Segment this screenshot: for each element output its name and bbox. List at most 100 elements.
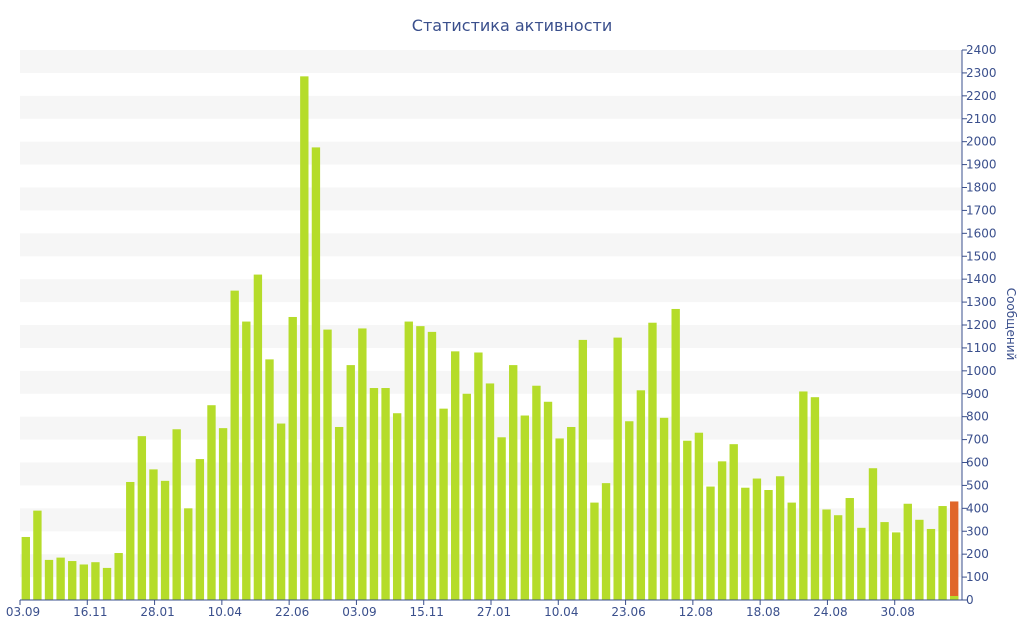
bar[interactable] xyxy=(276,423,286,600)
bar[interactable] xyxy=(868,468,878,600)
bar[interactable] xyxy=(323,329,332,600)
bar[interactable] xyxy=(195,459,205,600)
bar[interactable] xyxy=(485,383,495,600)
bar[interactable] xyxy=(346,365,355,600)
bar[interactable] xyxy=(207,405,216,600)
bar[interactable] xyxy=(694,432,704,600)
x-tick-label: 28.01 xyxy=(140,605,174,619)
bar[interactable] xyxy=(578,339,588,600)
x-axis: 03.09 16.11 28.01 10.04 22.06 03.09 15.11 27.01… xyxy=(6,599,962,619)
bar[interactable] xyxy=(775,476,785,600)
x-tick-label: 30.08 xyxy=(881,605,915,619)
bar[interactable] xyxy=(683,440,692,600)
x-tick-label: 10.04 xyxy=(544,605,578,619)
bar[interactable] xyxy=(288,316,297,600)
x-tick-label: 23.06 xyxy=(611,605,645,619)
bar[interactable] xyxy=(752,478,762,600)
bar[interactable] xyxy=(706,486,715,600)
bar[interactable] xyxy=(613,337,622,600)
bar[interactable] xyxy=(358,328,367,600)
bar[interactable] xyxy=(497,437,506,600)
y-tick-label: 2000 xyxy=(966,135,997,149)
bar[interactable] xyxy=(265,359,274,601)
bar[interactable] xyxy=(79,564,89,600)
bar[interactable] xyxy=(857,527,866,600)
x-tick-label: 03.09 xyxy=(6,605,40,619)
bar[interactable] xyxy=(369,388,379,600)
grid-band xyxy=(20,187,962,211)
bar[interactable] xyxy=(520,415,529,600)
bar[interactable] xyxy=(590,502,599,600)
bar[interactable] xyxy=(230,290,239,601)
bar[interactable] xyxy=(810,397,820,600)
bar[interactable] xyxy=(543,401,553,600)
bar[interactable] xyxy=(160,480,170,600)
grid-band xyxy=(20,141,962,165)
bar[interactable] xyxy=(427,331,437,601)
bar[interactable] xyxy=(567,426,576,600)
y-tick-label: 2300 xyxy=(966,66,997,80)
bar[interactable] xyxy=(218,428,228,601)
bar[interactable] xyxy=(21,536,30,600)
bar[interactable] xyxy=(311,147,321,600)
bar[interactable] xyxy=(833,515,843,600)
bar[interactable] xyxy=(648,322,657,600)
bar[interactable] xyxy=(671,308,680,600)
bar[interactable] xyxy=(717,461,727,600)
bar[interactable] xyxy=(184,508,193,600)
bar[interactable] xyxy=(242,321,251,600)
bar[interactable] xyxy=(903,503,912,600)
bar[interactable] xyxy=(555,438,564,600)
bar[interactable] xyxy=(636,390,646,600)
bar[interactable] xyxy=(253,274,263,600)
bar[interactable] xyxy=(172,429,181,600)
y-tick-label: 1300 xyxy=(966,295,997,309)
bar[interactable] xyxy=(926,528,936,600)
bar[interactable] xyxy=(764,490,773,600)
bar[interactable] xyxy=(880,522,889,600)
bar[interactable] xyxy=(601,483,611,601)
bar[interactable] xyxy=(659,417,669,600)
bar[interactable] xyxy=(625,421,634,600)
y-tick-label: 1200 xyxy=(966,318,997,332)
bar[interactable] xyxy=(416,326,425,600)
bar[interactable] xyxy=(729,444,738,600)
bar[interactable] xyxy=(102,567,112,600)
bar[interactable] xyxy=(451,351,460,600)
x-tick-label: 03.09 xyxy=(342,605,376,619)
bar[interactable] xyxy=(334,426,344,600)
bar[interactable] xyxy=(404,321,413,600)
bar[interactable] xyxy=(845,498,854,600)
bar[interactable] xyxy=(91,562,100,600)
bar-current-base xyxy=(950,596,959,600)
bar[interactable] xyxy=(137,436,147,600)
bar[interactable] xyxy=(33,510,42,601)
bar[interactable] xyxy=(300,76,309,601)
bar[interactable] xyxy=(114,553,123,600)
bar[interactable] xyxy=(149,469,158,601)
grid-band xyxy=(20,279,962,303)
bar[interactable] xyxy=(68,561,77,600)
bar[interactable] xyxy=(741,487,750,600)
bar[interactable] xyxy=(392,413,402,600)
bar[interactable] xyxy=(381,388,390,600)
bar[interactable] xyxy=(56,557,65,600)
bar[interactable] xyxy=(126,481,135,600)
bar[interactable] xyxy=(892,532,901,600)
bar[interactable] xyxy=(938,506,947,600)
bar[interactable] xyxy=(462,393,471,600)
y-tick-label: 100 xyxy=(966,570,989,584)
bar[interactable] xyxy=(822,509,831,600)
y-tick-label: 1100 xyxy=(966,341,997,355)
bar[interactable] xyxy=(787,502,796,600)
bar[interactable] xyxy=(439,408,448,600)
bar[interactable] xyxy=(44,559,54,600)
y-tick-label: 2400 xyxy=(966,43,997,57)
bar-current[interactable] xyxy=(950,501,959,600)
bar[interactable] xyxy=(509,365,518,600)
bar[interactable] xyxy=(474,352,483,601)
bar[interactable] xyxy=(915,519,924,600)
bar[interactable] xyxy=(532,385,541,600)
bar[interactable] xyxy=(799,391,808,600)
